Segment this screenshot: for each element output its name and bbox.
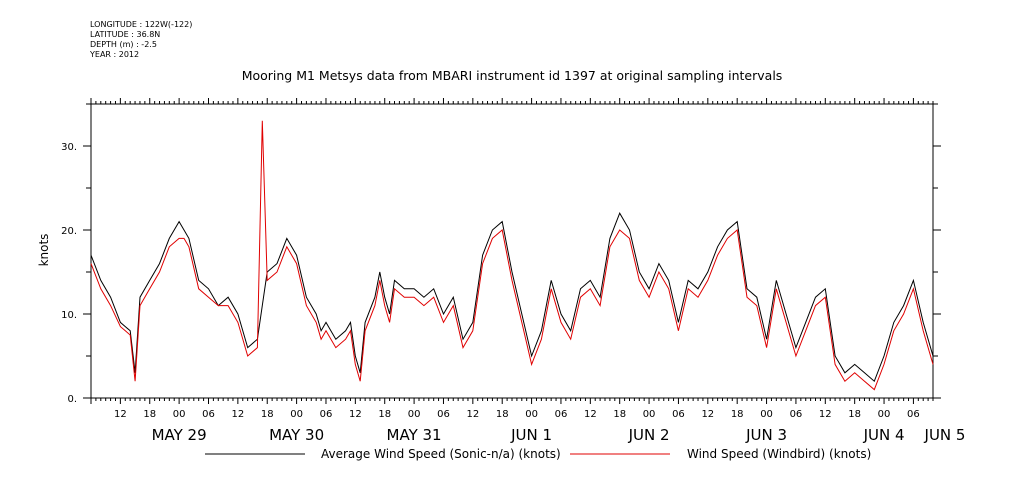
x-tick-label: 06 bbox=[790, 409, 803, 420]
x-tick-label: 06 bbox=[555, 409, 568, 420]
x-tick-label: 18 bbox=[378, 409, 391, 420]
depth-label: DEPTH (m) : -2.5 bbox=[90, 40, 157, 49]
x-tick-label: 18 bbox=[143, 409, 156, 420]
legend-label-sonic: Average Wind Speed (Sonic-n/a) (knots) bbox=[321, 447, 561, 461]
legend-label-windbird: Wind Speed (Windbird) (knots) bbox=[687, 447, 871, 461]
series-layer bbox=[90, 120, 934, 391]
y-tick-label: 10. bbox=[61, 310, 77, 321]
year-label: YEAR : 2012 bbox=[90, 50, 140, 59]
x-date-label: JUN 4 bbox=[863, 426, 905, 444]
plot-frame bbox=[90, 103, 934, 399]
y-tick-label: 0. bbox=[67, 394, 77, 405]
metadata-block: LONGITUDE : 122W(-122) LATITUDE : 36.8N … bbox=[90, 20, 192, 60]
x-tick-label: 12 bbox=[349, 409, 362, 420]
legend: Average Wind Speed (Sonic-n/a) (knots) W… bbox=[205, 447, 871, 461]
x-date-label: MAY 29 bbox=[152, 426, 207, 444]
x-tick-label: 00 bbox=[290, 409, 303, 420]
x-date-label: JUN 5 bbox=[924, 426, 966, 444]
y-tick-label: 30. bbox=[61, 142, 77, 153]
x-tick-label: 12 bbox=[701, 409, 714, 420]
x-tick-label: 06 bbox=[907, 409, 920, 420]
series-line-windbird bbox=[90, 120, 934, 391]
x-tick-label: 12 bbox=[466, 409, 479, 420]
x-tick-label: 18 bbox=[496, 409, 509, 420]
x-tick-label: 18 bbox=[613, 409, 626, 420]
x-tick-label: 18 bbox=[731, 409, 744, 420]
x-date-label: JUN 1 bbox=[510, 426, 552, 444]
series-line-sonic bbox=[90, 212, 934, 383]
chart-title: Mooring M1 Metsys data from MBARI instru… bbox=[242, 68, 783, 83]
x-tick-label: 06 bbox=[437, 409, 450, 420]
x-tick-label: 06 bbox=[320, 409, 333, 420]
x-date-label: MAY 31 bbox=[387, 426, 442, 444]
x-tick-label: 00 bbox=[760, 409, 773, 420]
x-tick-label: 00 bbox=[408, 409, 421, 420]
axis-layer: 12 18 00 06 12 18 00 06 12 18 00 06 12 18 00 06 12 18 00 06… bbox=[61, 98, 965, 444]
x-tick-label: 06 bbox=[202, 409, 215, 420]
x-date-label: MAY 30 bbox=[269, 426, 324, 444]
x-tick-label: 12 bbox=[231, 409, 244, 420]
x-tick-label: 00 bbox=[878, 409, 891, 420]
x-date-label: JUN 2 bbox=[628, 426, 670, 444]
x-tick-label: 12 bbox=[114, 409, 127, 420]
x-tick-label: 12 bbox=[819, 409, 832, 420]
x-date-label: JUN 3 bbox=[745, 426, 787, 444]
x-tick-label: 00 bbox=[173, 409, 186, 420]
plot-border bbox=[90, 103, 934, 399]
x-tick-label: 00 bbox=[525, 409, 538, 420]
y-axis-label: knots bbox=[37, 234, 51, 267]
x-tick-label: 06 bbox=[672, 409, 685, 420]
x-tick-label: 00 bbox=[643, 409, 656, 420]
x-tick-label: 12 bbox=[584, 409, 597, 420]
x-tick-label: 18 bbox=[848, 409, 861, 420]
y-tick-label: 20. bbox=[61, 226, 77, 237]
x-tick-label: 18 bbox=[261, 409, 274, 420]
longitude-label: LONGITUDE : 122W(-122) bbox=[90, 20, 193, 29]
latitude-label: LATITUDE : 36.8N bbox=[90, 30, 161, 39]
